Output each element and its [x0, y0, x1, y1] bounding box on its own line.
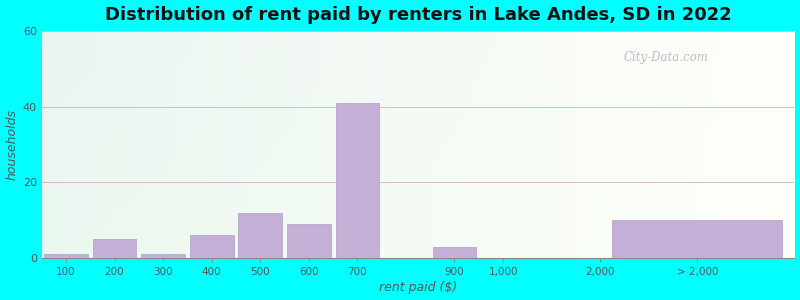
- Bar: [44, 254, 88, 258]
- X-axis label: rent paid ($): rent paid ($): [379, 281, 458, 294]
- Bar: [335, 103, 379, 258]
- Bar: [433, 247, 476, 258]
- Bar: [287, 224, 330, 258]
- Text: City-Data.com: City-Data.com: [624, 52, 709, 64]
- Bar: [142, 254, 185, 258]
- Bar: [190, 236, 234, 258]
- Bar: [93, 239, 137, 258]
- Bar: [612, 220, 782, 258]
- Title: Distribution of rent paid by renters in Lake Andes, SD in 2022: Distribution of rent paid by renters in …: [105, 6, 731, 24]
- Y-axis label: households: households: [6, 109, 18, 180]
- Bar: [238, 213, 282, 258]
